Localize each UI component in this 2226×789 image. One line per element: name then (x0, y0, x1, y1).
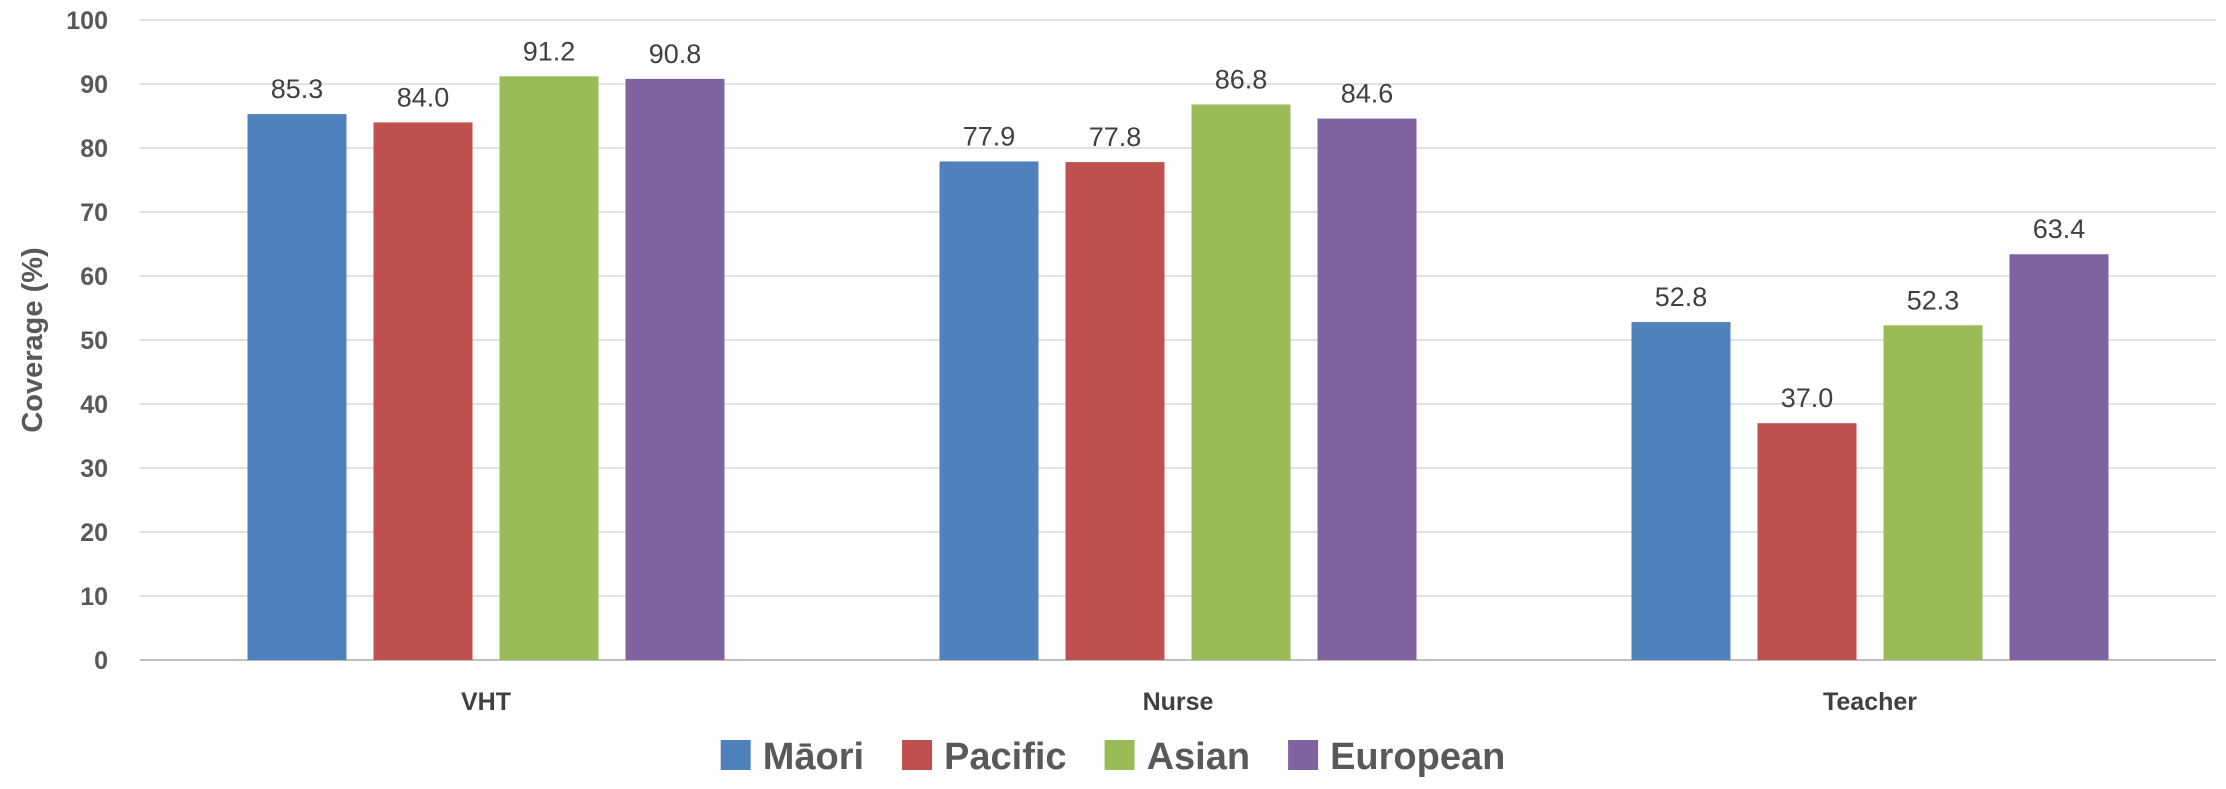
y-tick-label: 30 (80, 455, 108, 483)
gridlines (140, 19, 2216, 661)
y-tick-label: 20 (80, 519, 108, 547)
data-label: 86.8 (1215, 64, 1268, 94)
y-tick-label: 90 (80, 71, 108, 99)
legend-label: Asian (1147, 736, 1250, 778)
legend-swatch (720, 740, 751, 770)
legend-label: Pacific (944, 736, 1067, 778)
legend-swatch (1104, 740, 1135, 770)
x-category-label: Nurse (1143, 688, 1214, 716)
y-tick-label: 50 (80, 327, 108, 355)
data-label: 77.8 (1089, 122, 1142, 152)
y-tick-label: 10 (80, 583, 108, 611)
data-label: 84.6 (1341, 79, 1394, 109)
bar (1065, 162, 1165, 660)
y-tick-label: 100 (66, 7, 108, 35)
legend-item: Pacific (902, 736, 1067, 778)
legend-item: Māori (720, 736, 864, 778)
bar (2009, 254, 2109, 661)
bar (1757, 423, 1857, 660)
data-label: 52.3 (1907, 285, 1960, 315)
bar (625, 78, 725, 660)
legend-item: Asian (1104, 736, 1250, 778)
data-label: 37.0 (1781, 383, 1834, 413)
legend-swatch (1288, 740, 1319, 770)
bar (499, 76, 599, 660)
bar (1883, 325, 1983, 660)
legend-swatch (902, 740, 933, 770)
bars (247, 76, 2109, 661)
y-axis-ticks: 0 10 20 30 40 50 60 70 80 90 100 (66, 7, 108, 675)
bar (247, 114, 347, 660)
legend-label: Māori (763, 736, 864, 778)
x-category-label: Teacher (1823, 688, 1917, 716)
data-label: 90.8 (649, 39, 702, 69)
data-label: 52.8 (1655, 282, 1708, 312)
y-axis-label: Coverage (%) (17, 247, 49, 432)
x-category-label: VHT (461, 688, 511, 716)
y-tick-label: 60 (80, 263, 108, 291)
bar (1317, 118, 1417, 660)
legend-label: European (1330, 736, 1505, 778)
bar (373, 122, 473, 660)
y-tick-label: 40 (80, 391, 108, 419)
y-tick-label: 70 (80, 199, 108, 227)
x-axis-categories: VHT Nurse Teacher (461, 688, 1917, 716)
bar (939, 161, 1039, 660)
legend: Māori Pacific Asian European (720, 736, 1505, 778)
data-label: 84.0 (397, 82, 450, 112)
data-labels: 85.3 84.0 91.2 90.8 77.9 77.8 86.8 84.6 52.8 37.0… (271, 36, 2086, 413)
bar (1631, 322, 1731, 660)
data-label: 91.2 (523, 36, 576, 66)
legend-item: European (1288, 736, 1505, 778)
data-label: 85.3 (271, 74, 324, 104)
data-label: 63.4 (2033, 214, 2086, 244)
bar (1191, 104, 1291, 661)
y-tick-label: 80 (80, 135, 108, 163)
y-tick-label: 0 (94, 647, 108, 675)
data-label: 77.9 (963, 121, 1016, 151)
